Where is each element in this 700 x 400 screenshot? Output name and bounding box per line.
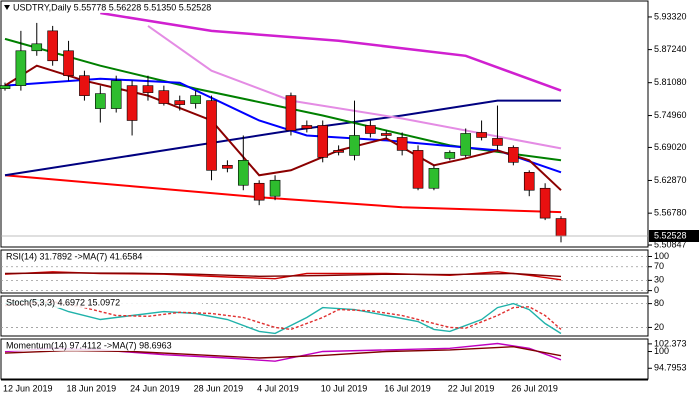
y-tick-label: 20 xyxy=(654,322,664,332)
y-tick-label: 30 xyxy=(654,275,664,285)
panel-frame xyxy=(0,338,649,380)
candle-body xyxy=(380,133,392,136)
indicator-line xyxy=(4,345,562,359)
candle-body xyxy=(365,125,376,134)
y-tick-label: 100 xyxy=(654,346,669,356)
candle-body xyxy=(301,125,313,129)
x-tick-label: 16 Jul 2019 xyxy=(384,383,431,393)
panel-title: RSI(14) 31.7892 ->MA(7) 41.6584 xyxy=(6,251,142,261)
x-tick-label: 22 Jul 2019 xyxy=(448,383,495,393)
candle-body xyxy=(0,85,11,89)
symbol-icon xyxy=(4,5,10,10)
moving-average xyxy=(100,11,562,92)
candle-body xyxy=(317,125,329,158)
candle-body xyxy=(253,182,265,201)
candle-body xyxy=(47,30,58,62)
panel-frame xyxy=(0,249,649,294)
title-bg xyxy=(2,340,202,351)
candle-body xyxy=(285,95,297,131)
x-tick-label: 24 Jun 2019 xyxy=(130,383,180,393)
candle-body xyxy=(460,133,471,156)
x-tick-label: 12 Jun 2019 xyxy=(3,383,53,393)
moving-average xyxy=(4,99,561,177)
candle-body xyxy=(142,85,154,93)
candle-body xyxy=(523,172,535,191)
x-tick-label: 4 Jul 2019 xyxy=(257,383,299,393)
candle-body xyxy=(555,218,567,237)
y-tick-label: 102.373 xyxy=(654,338,687,348)
panel-frame xyxy=(0,0,649,248)
candle-body xyxy=(95,93,106,109)
y-tick-label: 5.50847 xyxy=(654,239,687,249)
x-tick-label: 26 Jul 2019 xyxy=(511,383,558,393)
y-tick-label: 5.81080 xyxy=(654,77,687,87)
candle-body xyxy=(158,90,170,104)
candle-body xyxy=(222,165,233,169)
panel-title: Momentum(14) 97.4112 ->MA(7) 98.6963 xyxy=(6,340,172,350)
title-bg xyxy=(2,2,232,13)
title-bg xyxy=(2,251,202,262)
moving-average xyxy=(4,77,562,174)
candle-body xyxy=(333,150,344,153)
candle-body xyxy=(237,160,249,186)
candle-body xyxy=(508,147,519,163)
candle-body xyxy=(206,100,217,171)
panel-title: USDTRY,Daily 5.55778 5.56228 5.51350 5.5… xyxy=(13,2,211,12)
candle-body xyxy=(412,150,424,189)
indicator-line xyxy=(4,298,562,335)
y-tick-label: 94.7953 xyxy=(654,363,687,373)
candle-body xyxy=(476,132,487,138)
y-tick-label: 5.62870 xyxy=(654,175,687,185)
candle-body xyxy=(79,75,90,96)
panel-frame xyxy=(0,295,649,337)
y-tick-label: 5.69020 xyxy=(654,142,687,152)
candle-body xyxy=(539,187,551,219)
candle-body xyxy=(349,135,360,156)
y-tick-label: 70 xyxy=(654,261,664,271)
y-tick-label: 5.93320 xyxy=(654,11,687,21)
candle-body xyxy=(396,137,408,151)
moving-average xyxy=(4,64,562,191)
last-price-box xyxy=(649,230,699,243)
candle-body xyxy=(492,138,503,146)
candle-body xyxy=(126,85,138,121)
y-tick-label: 5.56780 xyxy=(654,208,687,218)
candle-body xyxy=(269,179,281,197)
candle-body xyxy=(428,168,440,189)
x-tick-label: 28 Jun 2019 xyxy=(194,383,244,393)
y-tick-label: 0 xyxy=(654,285,659,295)
title-bg xyxy=(2,297,202,308)
y-tick-label: 5.87240 xyxy=(654,44,687,54)
candle-body xyxy=(31,43,43,52)
x-tick-label: 18 Jun 2019 xyxy=(67,383,117,393)
y-tick-label: 5.74960 xyxy=(654,110,687,120)
candle-body xyxy=(15,50,27,86)
indicator-line xyxy=(4,272,562,278)
candle-body xyxy=(63,50,74,76)
last-price-label: 5.52528 xyxy=(654,230,687,240)
candle-body xyxy=(444,152,456,159)
panel-title: Stoch(5,3,3) 4.6972 15.0972 xyxy=(6,297,120,307)
candle-body xyxy=(174,100,186,105)
y-tick-label: 80 xyxy=(654,298,664,308)
indicator-line xyxy=(4,300,562,331)
candle-body xyxy=(110,80,122,109)
candle-body xyxy=(190,95,201,104)
x-tick-label: 10 Jul 2019 xyxy=(321,383,368,393)
y-tick-label: 100 xyxy=(654,251,669,261)
